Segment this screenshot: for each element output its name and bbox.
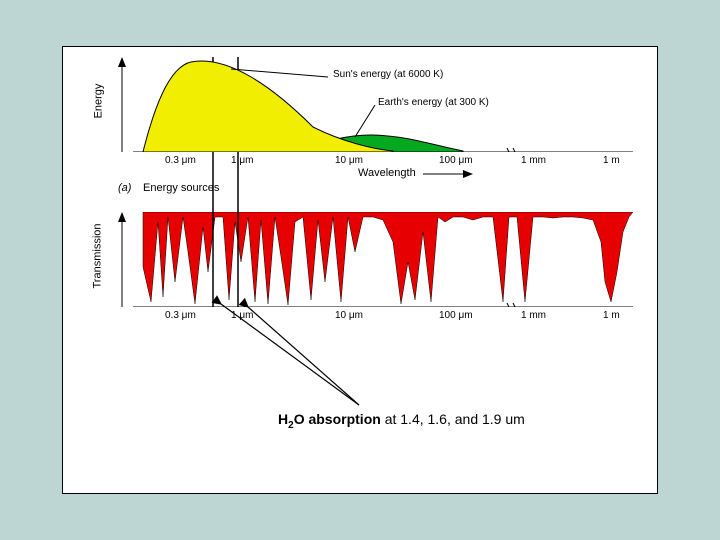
figure-container: Energy Wavelength 0.3 μm 1 μm 10 μm 100 … <box>62 46 658 494</box>
h2o-annotation: H2O absorption at 1.4, 1.6, and 1.9 um <box>278 411 525 431</box>
h2o-tail: at 1.4, 1.6, and 1.9 um <box>381 411 525 427</box>
h2o-mid: O absorption <box>294 411 381 427</box>
h2o-pre: H <box>278 411 288 427</box>
